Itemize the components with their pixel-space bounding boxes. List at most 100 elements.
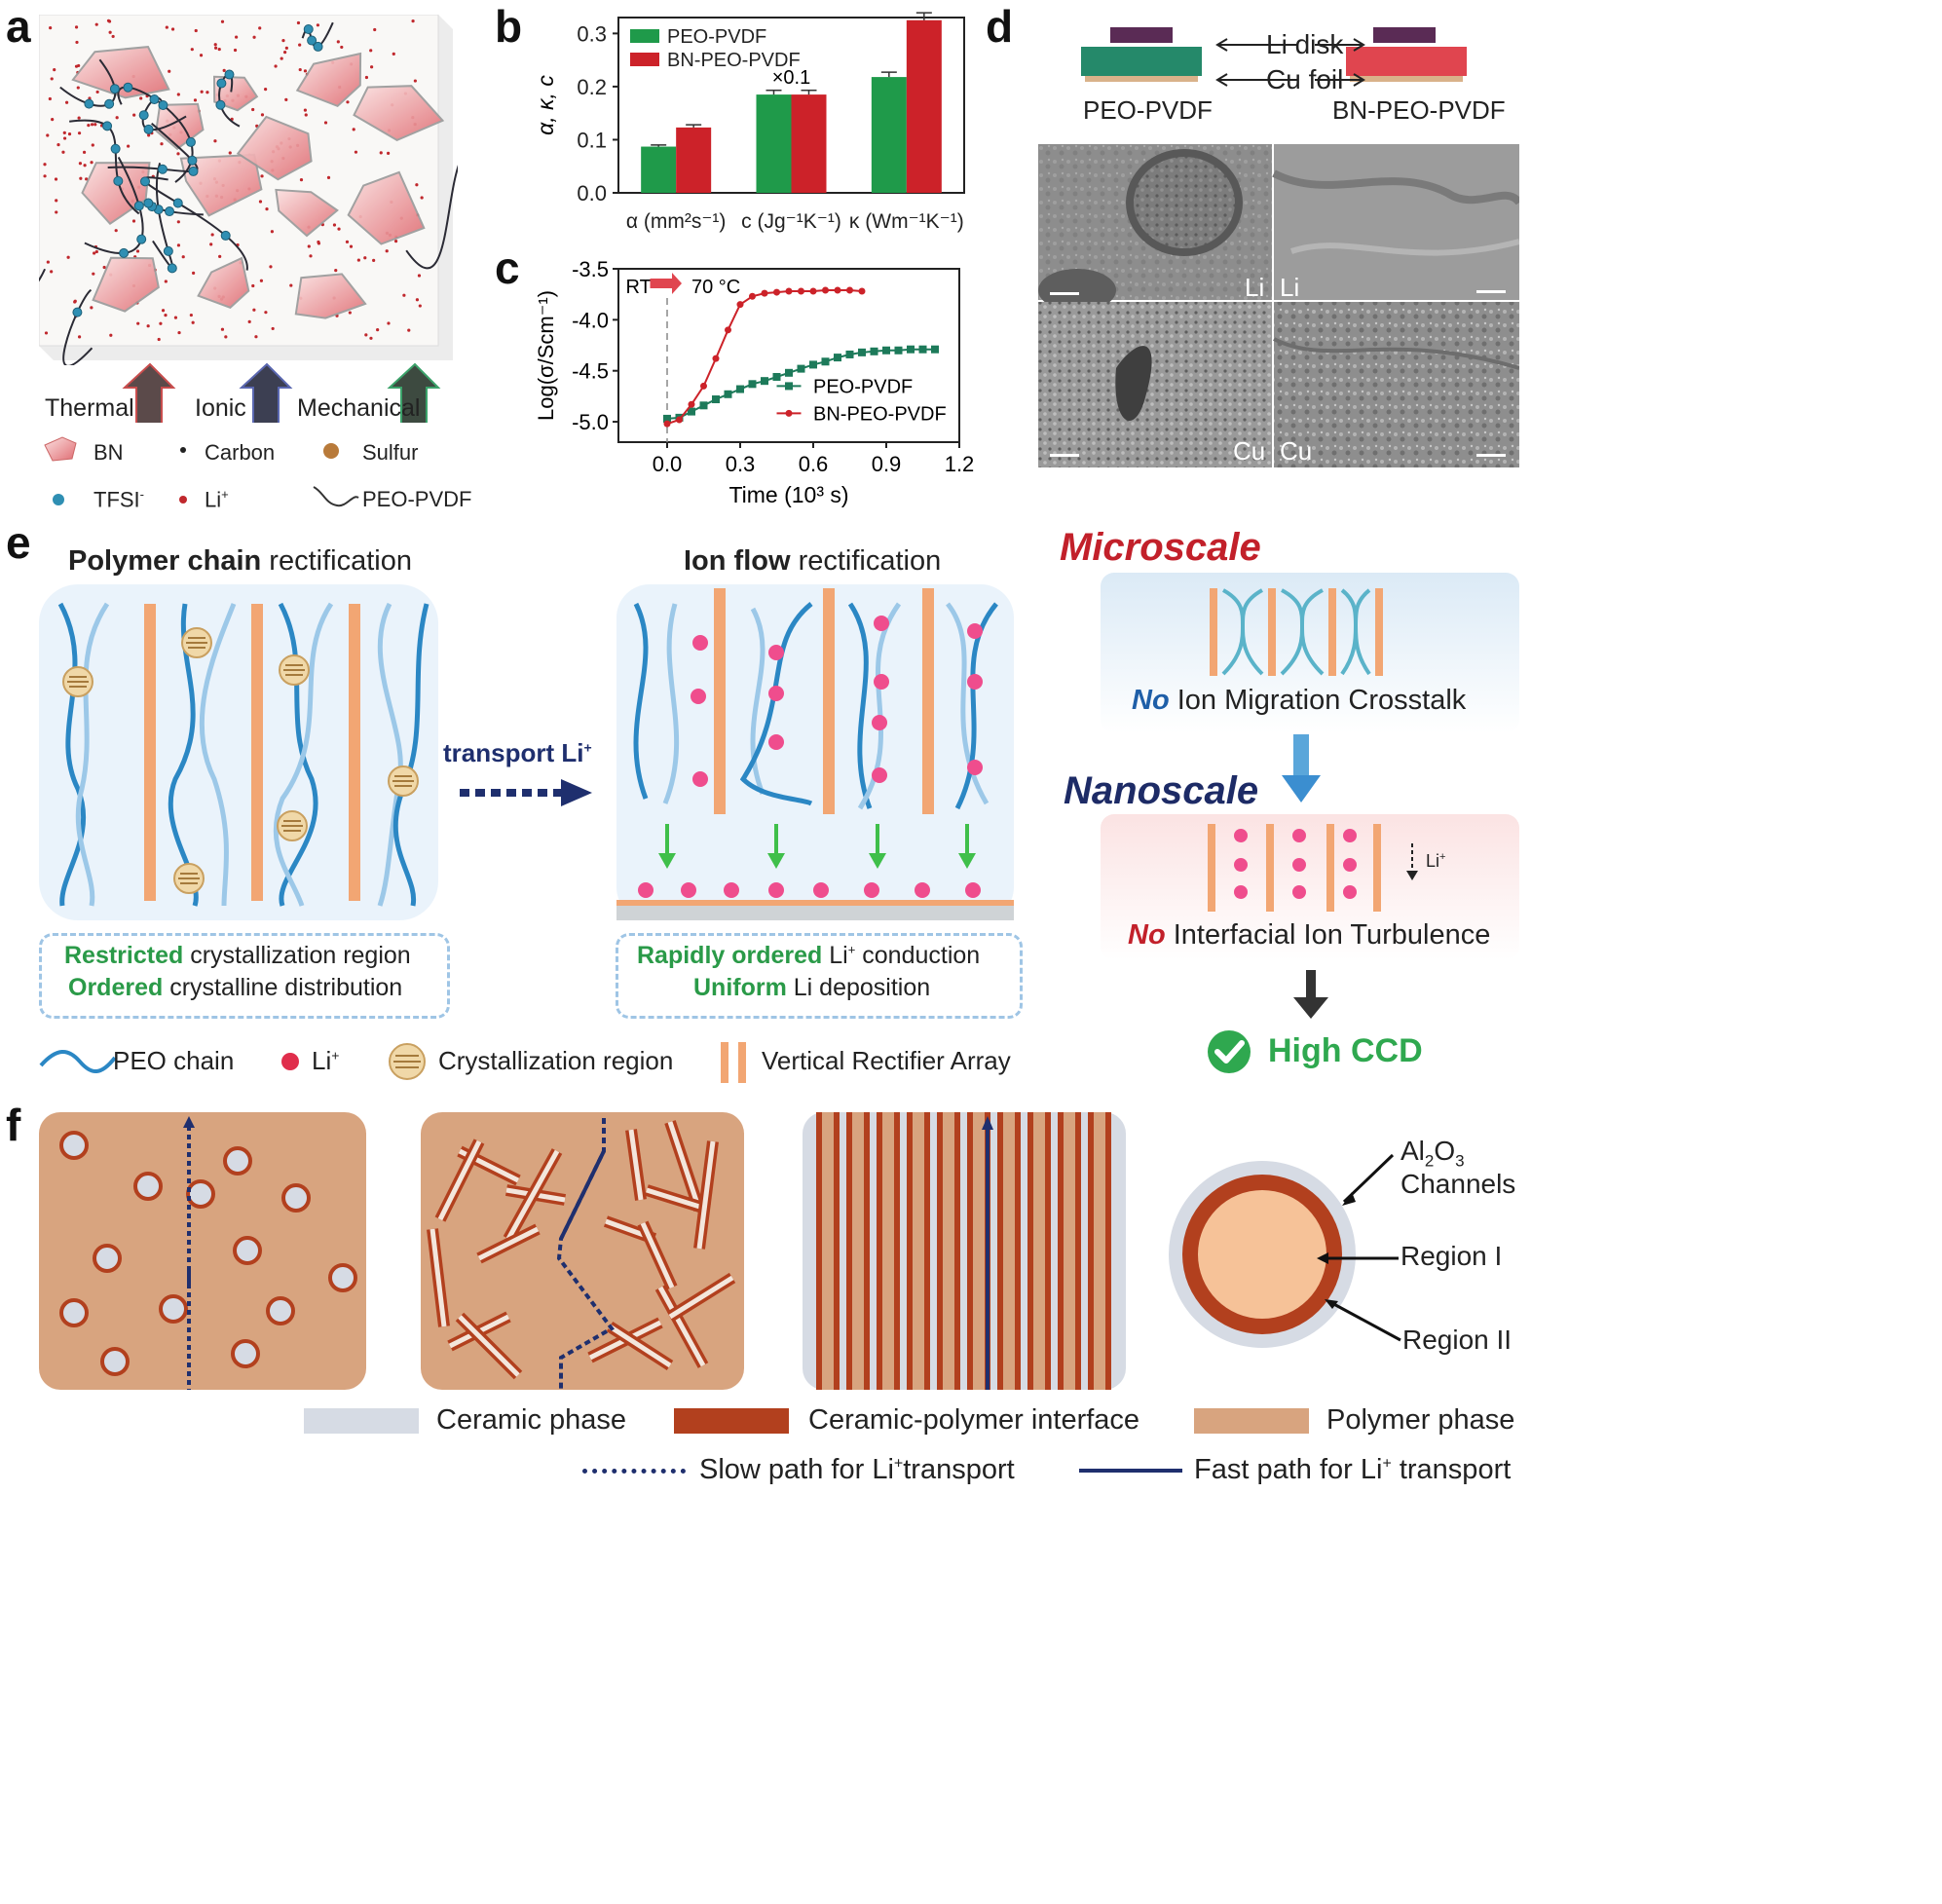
x-category-label: α (mm²s⁻¹) [626,210,727,233]
li-dot [76,86,80,90]
interface-wall [846,1112,852,1390]
interface-wall [816,1112,822,1390]
data-point [798,287,804,295]
legend-polymer: Polymer phase [1326,1404,1515,1436]
li-dot [181,255,185,259]
tfsi-ion [138,110,149,121]
cross-section-pointers [1317,1153,1401,1342]
tfsi-ion [136,234,147,244]
peo-chain [278,602,318,907]
li-dot [372,258,376,262]
sem-images [1038,144,1519,467]
mid-summary-box [616,933,1023,1019]
li-dot [369,336,373,340]
legend-sulfur: Sulfur [362,440,419,465]
li-dot [289,283,293,287]
li-dot [323,121,328,125]
rectifier-rod [144,604,156,901]
li-dot [94,249,98,254]
li-ion [692,635,708,651]
left-summary-box [39,933,450,1019]
li-dot [164,313,168,317]
temperature-annotation: 70 °C [691,277,740,298]
ceramic-fiber [657,1286,706,1367]
data-point [785,368,793,377]
interface-wall [1058,1112,1064,1390]
li-ion [768,686,784,701]
helix-chain [1280,588,1324,676]
data-point [663,420,671,428]
ceramic-particle [328,1263,357,1292]
li-dot [418,304,422,308]
li-dot [43,174,47,178]
li-dot [392,52,395,56]
tfsi-ion [104,98,115,109]
legend-swatch [630,29,659,43]
li-dot [132,113,136,117]
li-dot [55,210,58,214]
li-dot [387,321,391,325]
bn-flake-icon [44,436,77,462]
li-ion [872,715,887,730]
particle-composite [39,1112,366,1390]
li-dot [176,220,180,224]
electrode [616,906,1014,920]
data-point [700,382,707,390]
rectifier-rod [251,604,263,901]
tfsi-ion [72,307,83,317]
tfsi-ion [188,166,199,176]
rectifier-rod [922,588,934,814]
li-dot [214,46,218,50]
ionic-label: Ionic [195,394,246,422]
tfsi-ion [113,175,124,186]
li-dot [90,161,93,165]
data-point [772,372,781,381]
li-dot [161,309,166,313]
li-dot [317,240,320,244]
interface-wall [954,1112,960,1390]
data-point [846,286,853,294]
li-ion [1234,829,1248,842]
sem-label-li-right: Li [1280,273,1300,302]
tfsi-ion [109,84,120,94]
bn-flake [347,170,426,245]
li-dot [258,26,262,30]
li-dot [402,293,406,297]
ceramic-fiber [477,1226,540,1261]
tfsi-ion [303,24,314,35]
ceramic-particle [59,1298,89,1327]
y-tick-label: 0.3 [577,21,607,46]
li-dot [78,162,83,166]
li-dot [258,200,263,204]
li-dot [251,107,255,112]
data-point [809,287,817,295]
peo-chain [199,603,237,907]
li-dot [247,319,251,323]
li-dot [50,77,54,81]
right-electrolyte [1346,47,1467,76]
li-dot [44,331,49,335]
data-point [712,355,720,362]
left-electrolyte [1081,47,1202,76]
ceramic-fiber [608,1324,672,1368]
legend-peo-chain: PEO chain [113,1046,235,1075]
li-ion [872,767,887,783]
legend-marker [785,409,793,417]
polymer-channel [943,1112,954,1390]
deposited-li [638,882,654,898]
mechanical-label: Mechanical [297,394,421,422]
li-dot-icon [179,496,187,504]
tfsi-ion [187,155,198,166]
li-disk-label: Li disk [1266,29,1344,59]
y-tick-label: -4.0 [572,308,609,332]
li-ion [1234,885,1248,899]
mid-summary-line2: Uniform Li deposition [693,974,931,1001]
data-point [749,292,756,300]
li-dot [102,265,106,270]
li-ion [1343,858,1357,872]
li-dot [213,43,217,47]
li-dot [73,300,77,304]
rectifier-rod [1266,824,1274,912]
bn-flake [92,256,160,313]
ceramic-fiber [667,1121,702,1211]
